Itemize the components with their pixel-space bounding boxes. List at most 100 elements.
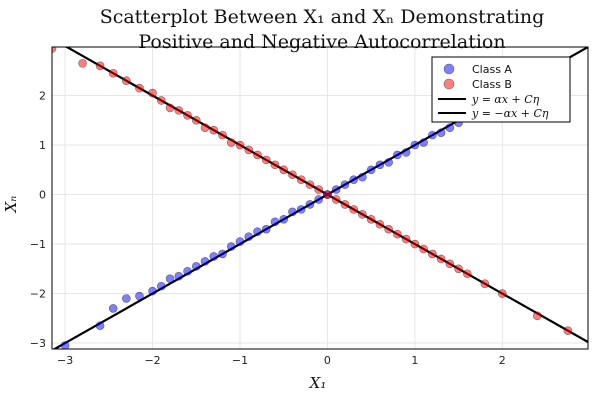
data-point	[122, 76, 131, 85]
legend: Class A Class B y = αx + Cη y = −αx + Cη	[431, 56, 571, 123]
data-point	[200, 257, 210, 266]
data-point	[174, 271, 184, 281]
data-point	[463, 269, 472, 279]
data-point	[340, 180, 350, 189]
data-point	[288, 207, 297, 217]
data-point	[454, 264, 463, 274]
data-point	[305, 200, 315, 209]
data-point	[296, 175, 306, 184]
y-tick-label: −2	[30, 288, 46, 301]
y-tick-label: 0	[39, 189, 46, 202]
data-point	[410, 140, 420, 150]
data-point	[393, 229, 402, 239]
x-tick-label: 1	[411, 354, 418, 367]
data-point	[445, 259, 455, 269]
x-tick-label: 0	[324, 354, 331, 367]
x-tick-label: −1	[232, 354, 248, 367]
data-point	[235, 237, 245, 246]
data-point	[358, 210, 367, 219]
data-point	[428, 130, 437, 140]
y-tick-label: 2	[39, 90, 46, 103]
data-point	[498, 289, 507, 298]
data-point	[419, 138, 428, 147]
data-point	[428, 249, 437, 259]
data-point	[209, 252, 219, 261]
data-point	[314, 185, 323, 194]
data-point	[209, 125, 219, 135]
data-point	[563, 326, 573, 335]
data-point	[253, 227, 262, 236]
data-point	[331, 185, 341, 194]
data-point	[331, 195, 341, 204]
legend-marker-class-a	[443, 63, 455, 75]
data-point	[218, 249, 227, 259]
data-point	[226, 242, 236, 251]
data-point	[244, 145, 254, 155]
data-point	[200, 123, 210, 132]
y-tick-label: 1	[39, 139, 46, 152]
data-point	[156, 96, 166, 105]
data-point	[480, 279, 490, 288]
data-point	[235, 140, 245, 150]
data-point	[183, 111, 192, 120]
data-point	[226, 138, 236, 147]
x-tick-label: −2	[144, 354, 160, 367]
data-point	[401, 148, 411, 157]
data-point	[261, 155, 271, 165]
data-point	[108, 304, 118, 313]
data-point	[218, 130, 227, 140]
data-points	[52, 47, 573, 349]
legend-box	[431, 56, 571, 123]
data-point	[191, 115, 201, 125]
plot-frame	[51, 46, 589, 350]
data-point	[305, 180, 315, 189]
data-point	[384, 158, 393, 167]
chart-title-line2: Positive and Negative Autocorrelation	[138, 31, 505, 53]
data-point	[279, 214, 289, 224]
data-point	[393, 150, 402, 160]
data-point	[279, 165, 289, 175]
data-point	[270, 217, 280, 227]
data-point	[410, 239, 420, 249]
x-tick-label: −3	[57, 354, 73, 367]
data-point	[244, 232, 254, 241]
legend-label-class-a: Class A	[472, 63, 512, 76]
data-point	[532, 311, 542, 321]
data-point	[191, 262, 201, 271]
data-point	[436, 254, 446, 264]
y-axis-label: Xₙ	[2, 196, 20, 214]
data-point	[122, 294, 131, 303]
data-point	[95, 61, 105, 71]
data-point	[270, 160, 280, 170]
data-point	[323, 190, 332, 199]
data-point	[60, 341, 70, 349]
data-point	[375, 219, 385, 229]
data-point	[384, 224, 393, 234]
data-point	[296, 205, 306, 214]
y-tick-labels: −3 −2 −1 0 1 2	[30, 90, 46, 351]
data-point	[375, 160, 385, 170]
x-tick-labels: −3 −2 −1 0 1 2	[57, 354, 506, 367]
legend-marker-class-b	[443, 78, 455, 90]
data-point	[436, 128, 446, 137]
x-tick-label: 2	[499, 354, 506, 367]
data-point	[349, 175, 358, 184]
data-point	[349, 205, 358, 214]
data-point	[135, 291, 144, 301]
data-point	[314, 195, 323, 204]
data-point	[148, 286, 157, 296]
data-point	[419, 244, 428, 254]
legend-label-class-b: Class B	[472, 78, 512, 91]
data-point	[261, 224, 271, 234]
data-point	[445, 123, 455, 132]
x-axis-label: X₁	[309, 374, 327, 392]
data-point	[165, 103, 175, 113]
data-point	[366, 165, 376, 175]
legend-label-positive: y = αx + Cη	[471, 93, 540, 106]
data-point	[174, 106, 184, 115]
data-point	[52, 47, 57, 53]
y-tick-label: −3	[30, 337, 46, 350]
data-point	[95, 321, 105, 331]
data-point	[288, 170, 297, 180]
